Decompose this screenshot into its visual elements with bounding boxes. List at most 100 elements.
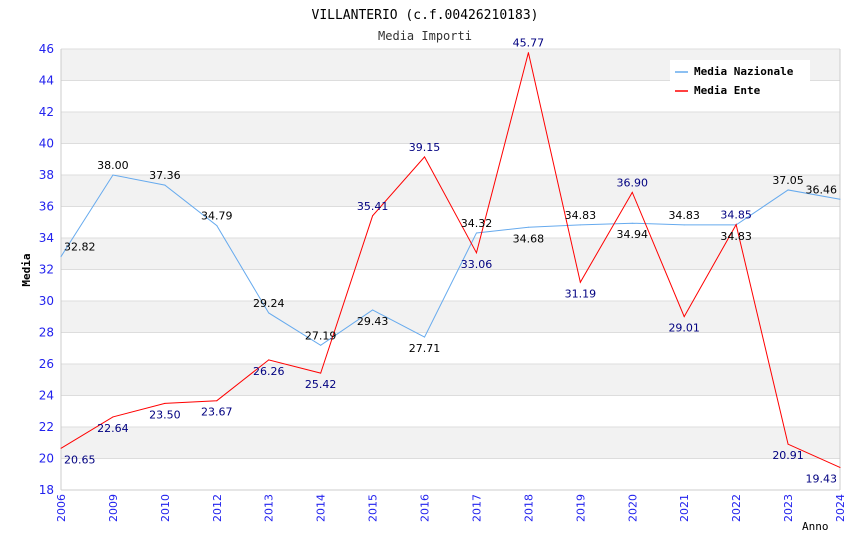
data-point — [320, 372, 322, 374]
series-line-nazionale — [60, 174, 841, 346]
grid-band — [61, 364, 840, 396]
data-label: 29.24 — [253, 297, 285, 310]
x-tick-label: 2012 — [211, 494, 224, 522]
data-point — [320, 344, 322, 346]
y-tick-label: 22 — [39, 420, 54, 434]
data-point — [372, 309, 374, 311]
x-tick-label: 2010 — [159, 494, 172, 522]
grid-band — [61, 301, 840, 333]
y-tick-label: 18 — [39, 483, 54, 497]
y-tick-label: 26 — [39, 357, 54, 371]
data-label: 34.83 — [668, 209, 700, 222]
data-label: 39.15 — [409, 141, 441, 154]
y-tick-label: 32 — [39, 263, 54, 277]
data-label: 23.50 — [149, 408, 181, 421]
data-point — [424, 156, 426, 158]
data-point — [424, 336, 426, 338]
grid-band — [61, 238, 840, 270]
data-point — [164, 184, 166, 186]
data-label: 26.26 — [253, 365, 285, 378]
grid-band — [61, 395, 840, 427]
data-point — [735, 224, 737, 226]
y-tick-label: 38 — [39, 168, 54, 182]
chart-title: VILLANTERIO (c.f.00426210183) — [312, 8, 539, 23]
data-label: 34.83 — [720, 230, 752, 243]
grid-band — [61, 112, 840, 144]
data-label: 36.46 — [806, 183, 838, 196]
chart-subtitle: Media Importi — [378, 29, 472, 43]
grid-band — [61, 458, 840, 490]
data-label: 23.67 — [201, 406, 233, 419]
x-tick-label: 2016 — [419, 494, 432, 522]
y-tick-label: 46 — [39, 42, 54, 56]
data-point — [527, 226, 529, 228]
legend-label-nazionale: Media Nazionale — [694, 65, 794, 78]
data-label: 34.79 — [201, 210, 233, 223]
y-tick-label: 28 — [39, 326, 54, 340]
data-point — [112, 174, 114, 176]
data-label: 22.64 — [97, 422, 129, 435]
x-tick-label: 2009 — [107, 494, 120, 522]
x-tick-label: 2017 — [470, 494, 483, 522]
data-label: 35.41 — [357, 200, 389, 213]
x-axis-label: Anno — [802, 520, 829, 533]
y-tick-label: 34 — [39, 231, 54, 245]
data-point — [268, 359, 270, 361]
series-line-ente — [60, 52, 841, 468]
x-tick-label: 2015 — [367, 494, 380, 522]
data-point — [683, 316, 685, 318]
data-point — [60, 447, 62, 449]
grid-band — [61, 143, 840, 175]
data-label: 20.65 — [64, 453, 96, 466]
y-axis-label: Media — [20, 253, 33, 286]
y-tick-label: 40 — [39, 137, 54, 151]
data-point — [683, 224, 685, 226]
data-point — [631, 222, 633, 224]
x-tick-label: 2019 — [574, 494, 587, 522]
data-label: 20.91 — [772, 449, 804, 462]
grid-band — [61, 175, 840, 207]
x-tick-label: 2024 — [834, 494, 847, 522]
y-tick-label: 20 — [39, 452, 54, 466]
data-point — [839, 198, 841, 200]
grid-band — [61, 427, 840, 459]
data-label: 38.00 — [97, 159, 129, 172]
y-tick-label: 42 — [39, 105, 54, 119]
data-point — [527, 52, 529, 54]
data-point — [216, 225, 218, 227]
data-label: 29.01 — [668, 322, 700, 335]
legend: Media Nazionale Media Ente — [670, 60, 810, 102]
data-label: 32.82 — [64, 241, 96, 254]
data-point — [631, 191, 633, 193]
data-label: 34.68 — [513, 232, 545, 245]
data-label: 45.77 — [513, 37, 545, 50]
data-point — [372, 215, 374, 217]
data-point — [216, 400, 218, 402]
y-tick-label: 44 — [39, 74, 54, 88]
data-label: 34.32 — [461, 217, 493, 230]
x-tick-label: 2018 — [522, 494, 535, 522]
data-point — [268, 312, 270, 314]
data-point — [60, 256, 62, 258]
data-label: 19.43 — [806, 472, 838, 485]
data-point — [475, 232, 477, 234]
data-label: 37.05 — [772, 174, 804, 187]
x-tick-label: 2022 — [730, 494, 743, 522]
x-tick-label: 2006 — [55, 494, 68, 522]
grid-band — [61, 332, 840, 364]
data-point — [787, 189, 789, 191]
data-label: 33.06 — [461, 258, 493, 271]
data-label: 27.71 — [409, 342, 441, 355]
data-point — [839, 466, 841, 468]
grid-band — [61, 206, 840, 238]
data-label: 34.94 — [617, 228, 649, 241]
data-point — [579, 224, 581, 226]
data-label: 34.83 — [565, 209, 597, 222]
data-label: 37.36 — [149, 169, 181, 182]
data-label: 25.42 — [305, 378, 337, 391]
x-tick-label: 2023 — [782, 494, 795, 522]
y-tick-label: 36 — [39, 200, 54, 214]
data-point — [579, 281, 581, 283]
data-point — [475, 252, 477, 254]
